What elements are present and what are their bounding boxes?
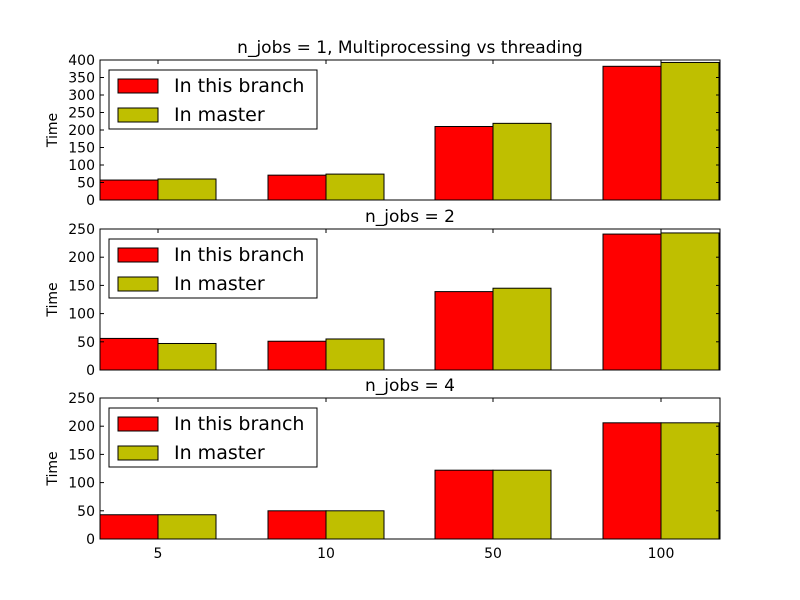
y-tick-label: 150 — [68, 141, 95, 157]
y-tick-label: 100 — [68, 476, 95, 492]
y-tick-label: 150 — [68, 447, 95, 463]
bar — [325, 173, 385, 201]
chart-title: n_jobs = 4 — [365, 376, 455, 396]
legend-label: In master — [174, 442, 265, 464]
bar — [660, 422, 720, 540]
bar — [99, 337, 159, 371]
y-tick-label: 350 — [68, 71, 95, 87]
legend: In this branch In master — [108, 407, 318, 468]
legend-label: In this branch — [174, 75, 304, 97]
legend-swatch — [117, 78, 159, 94]
x-tick-label: 100 — [648, 546, 675, 562]
bar — [492, 469, 552, 540]
y-tick-label: 150 — [68, 278, 95, 294]
legend-swatch — [117, 247, 159, 263]
legend-swatch — [117, 445, 159, 461]
bar — [267, 174, 327, 201]
legend: In this branch In master — [108, 238, 318, 299]
legend: In this branch In master — [108, 69, 318, 130]
bar — [434, 469, 494, 540]
bar — [99, 179, 159, 201]
bar — [157, 342, 217, 371]
y-tick-label: 250 — [68, 106, 95, 122]
bar — [325, 338, 385, 371]
bar — [602, 422, 662, 540]
y-tick-label: 300 — [68, 88, 95, 104]
chart-title: n_jobs = 1, Multiprocessing vs threading — [237, 38, 583, 58]
y-tick-label: 0 — [86, 363, 95, 379]
y-tick-label: 50 — [77, 176, 95, 192]
y-tick-label: 100 — [68, 307, 95, 323]
bar — [492, 287, 552, 371]
x-tick-label: 5 — [154, 546, 163, 562]
y-tick-label: 50 — [77, 335, 95, 351]
y-axis-label: Time — [45, 113, 61, 148]
y-tick-label: 200 — [68, 419, 95, 435]
bar — [434, 126, 494, 201]
bar — [99, 514, 159, 540]
bar — [602, 233, 662, 371]
y-tick-label: 400 — [68, 53, 95, 69]
y-tick-label: 200 — [68, 123, 95, 139]
y-tick-label: 200 — [68, 250, 95, 266]
bar — [267, 510, 327, 540]
y-tick-label: 0 — [86, 193, 95, 209]
y-tick-label: 50 — [77, 504, 95, 520]
bar — [267, 340, 327, 371]
legend-label: In this branch — [174, 244, 304, 266]
y-tick-label: 250 — [68, 391, 95, 407]
bar — [157, 178, 217, 201]
bar — [325, 510, 385, 540]
x-tick-label: 10 — [317, 546, 335, 562]
legend-label: In master — [174, 104, 265, 126]
subplot-2: 0 50 100 150 200 250 n_jobs = 2 Time In this bra… — [45, 207, 721, 379]
y-tick-label: 0 — [86, 532, 95, 548]
legend-label: In this branch — [174, 413, 304, 435]
x-tick-label: 50 — [484, 546, 502, 562]
legend-swatch — [117, 416, 159, 432]
y-tick-label: 100 — [68, 158, 95, 174]
legend-swatch — [117, 107, 159, 123]
bar — [434, 291, 494, 371]
bar — [602, 65, 662, 201]
legend-label: In master — [174, 273, 265, 295]
axes-frame — [99, 228, 721, 371]
y-tick-label: 250 — [68, 222, 95, 238]
bar — [157, 514, 217, 540]
legend-swatch — [117, 276, 159, 292]
subplot-3: 0 50 100 150 200 250 5 10 50 100 n_jobs = 4 Time In … — [45, 376, 721, 562]
bar — [660, 232, 720, 371]
bar — [660, 61, 720, 201]
chart-title: n_jobs = 2 — [365, 207, 455, 227]
bar — [492, 122, 552, 201]
y-axis-label: Time — [45, 282, 61, 317]
y-axis-label: Time — [45, 451, 61, 486]
axes-frame — [99, 397, 721, 540]
